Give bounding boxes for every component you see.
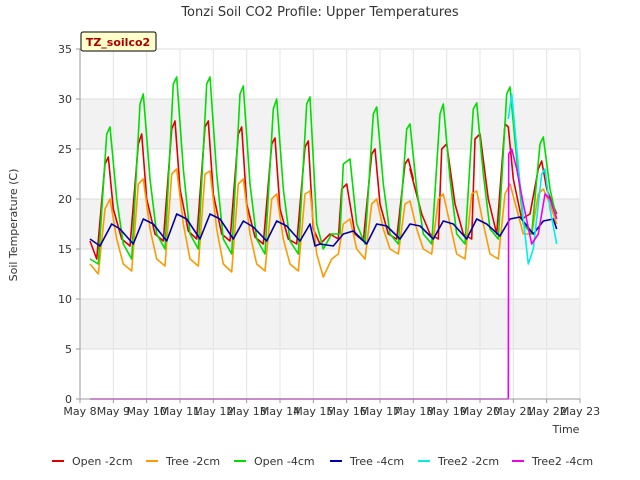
x-tick-label: May 21 <box>493 405 533 418</box>
plot-background <box>80 49 580 399</box>
y-tick-label: 25 <box>58 143 72 156</box>
legend-label: Tree2 -4cm <box>531 455 593 468</box>
plot-band <box>80 249 580 299</box>
y-tick-label: 30 <box>58 93 72 106</box>
x-tick-label: May 20 <box>460 405 500 418</box>
y-tick-label: 35 <box>58 43 72 56</box>
x-tick-label: May 13 <box>227 405 267 418</box>
x-tick-label: May 11 <box>160 405 200 418</box>
chart-title: Tonzi Soil CO2 Profile: Upper Temperatur… <box>180 5 459 20</box>
x-tick-label: May 19 <box>427 405 467 418</box>
x-tick-label: May 12 <box>193 405 233 418</box>
series-lines <box>89 76 558 400</box>
x-tick-label: May 18 <box>393 405 433 418</box>
y-tick-label: 0 <box>65 393 72 406</box>
plot-band <box>80 149 580 199</box>
plot-band <box>80 49 580 99</box>
series-line-tree-2cm <box>89 168 558 278</box>
x-tick-label: May 10 <box>127 405 167 418</box>
x-tick-label: May 22 <box>527 405 567 418</box>
series-line-tree2-4cm <box>90 148 558 400</box>
plot-band <box>80 349 580 399</box>
x-axis-title: Time <box>552 423 580 436</box>
y-tick-label: 20 <box>58 193 72 206</box>
site-label-badge: TZ_soilco2 <box>80 31 157 52</box>
y-axis-title: Soil Temperature (C) <box>7 169 20 282</box>
y-tick-label: 15 <box>58 243 72 256</box>
y-tick-label: 10 <box>58 293 72 306</box>
legend: Open -2cm Tree -2cm Open -4cm Tree -4cm Tree… <box>52 455 593 468</box>
x-tick-label: May 8 <box>63 405 96 418</box>
plot-band <box>80 99 580 149</box>
plot-band <box>80 299 580 349</box>
x-tick-label: May 23 <box>560 405 600 418</box>
site-label-box <box>80 31 157 52</box>
x-tick-label: May 9 <box>97 405 130 418</box>
series-line-tree2-2cm <box>507 93 558 265</box>
legend-label: Open -4cm <box>254 455 315 468</box>
y-tick-label: 5 <box>65 343 72 356</box>
legend-label: Open -2cm <box>72 455 133 468</box>
legend-label: Tree -4cm <box>349 455 404 468</box>
x-tick-label: May 17 <box>360 405 400 418</box>
x-tick-label: May 14 <box>260 405 300 418</box>
x-tick-label: May 15 <box>293 405 333 418</box>
legend-label: Tree -2cm <box>165 455 220 468</box>
legend-label: Tree2 -2cm <box>437 455 499 468</box>
series-line-open-4cm <box>89 76 558 265</box>
series-line-tree-4cm <box>89 213 558 247</box>
site-label-text: TZ_soilco2 <box>86 36 150 49</box>
x-tick-label: May 16 <box>327 405 367 418</box>
